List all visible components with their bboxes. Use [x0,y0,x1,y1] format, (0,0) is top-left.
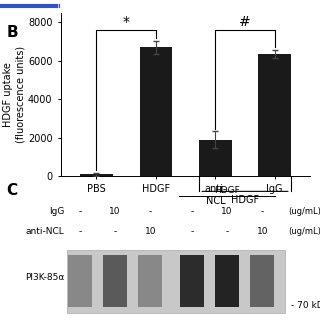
Text: *: * [123,14,130,28]
Text: 10: 10 [145,227,156,236]
Bar [80,174,113,176]
Text: IgG: IgG [49,207,64,216]
Text: (ug/mL): (ug/mL) [288,227,320,236]
Y-axis label: HDGF uptake
(fluorescence units): HDGF uptake (fluorescence units) [4,46,25,143]
Bar [140,47,172,176]
Bar [250,255,274,307]
Text: anti-NCL: anti-NCL [25,227,64,236]
Text: HDGF: HDGF [214,186,240,195]
Text: 10: 10 [257,227,268,236]
Text: 10: 10 [221,207,233,216]
Text: (ug/mL): (ug/mL) [288,207,320,216]
Bar [199,140,232,176]
Bar [139,255,162,307]
Text: -: - [226,227,229,236]
Text: -: - [78,227,82,236]
Text: HDGF: HDGF [231,195,259,205]
Text: - 70 kDa: - 70 kDa [291,301,320,310]
Text: -: - [149,207,152,216]
Text: -: - [78,207,82,216]
Bar [68,255,92,307]
Text: PI3K-85α: PI3K-85α [25,273,64,282]
Bar [67,250,285,313]
Text: C: C [6,183,18,198]
Text: -: - [190,227,194,236]
Text: -: - [261,207,264,216]
Text: -: - [190,207,194,216]
Text: 10: 10 [109,207,121,216]
Text: B: B [6,25,18,40]
Text: #: # [239,14,251,28]
Bar [103,255,127,307]
Text: -: - [114,227,117,236]
Bar [259,54,291,176]
Bar [180,255,204,307]
Bar [215,255,239,307]
